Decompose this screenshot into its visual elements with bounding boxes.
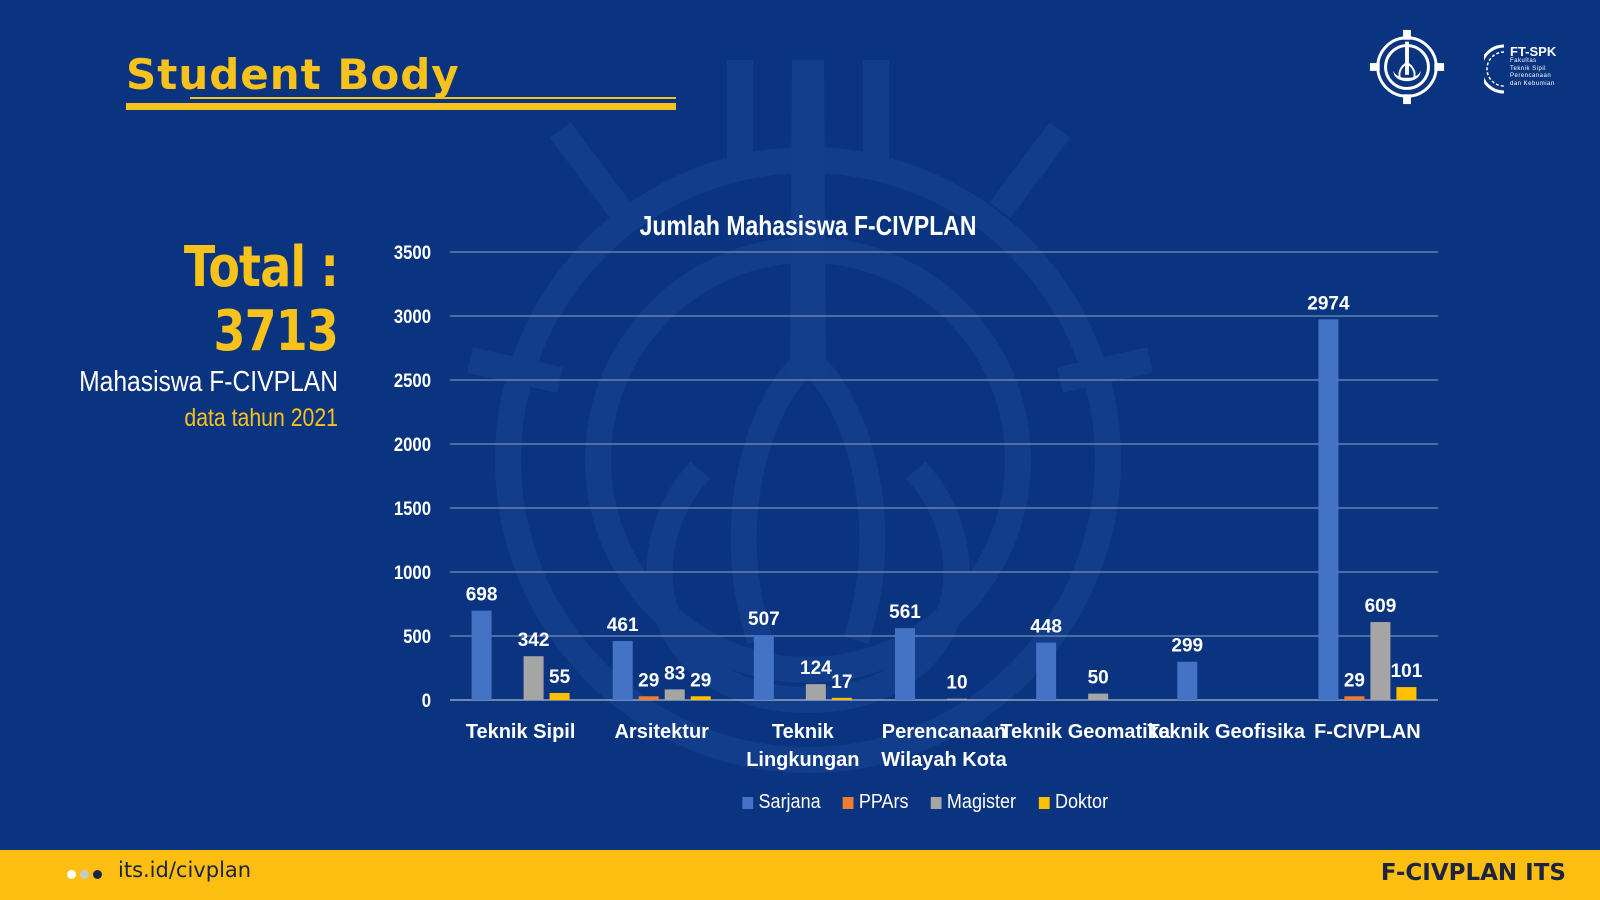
total-subtitle: Mahasiswa F-CIVPLAN: [79, 366, 339, 398]
legend-label: PPArs: [858, 791, 909, 813]
legend-swatch: [930, 796, 942, 809]
its-logo-icon: [1369, 29, 1445, 105]
data-label: 299: [1171, 636, 1203, 657]
x-tick-label: Teknik Sipil: [466, 721, 576, 743]
bar: [947, 698, 967, 700]
footer-bar: [0, 850, 1600, 900]
legend-item: Magister: [930, 791, 1017, 814]
bar: [1318, 319, 1339, 700]
ftspk-line: Perencanaan: [1510, 73, 1552, 79]
bar: [831, 697, 852, 700]
chart-title: Jumlah Mahasiswa F-CIVPLAN: [639, 210, 977, 241]
bar: [1370, 622, 1391, 700]
legend-swatch: [1038, 796, 1050, 809]
ftspk-logo-icon: [1484, 44, 1505, 94]
bar: [523, 656, 544, 700]
x-tick-label: Lingkungan: [746, 749, 859, 771]
legend-swatch: [842, 796, 854, 809]
bar: [612, 640, 633, 700]
data-label: 83: [664, 663, 685, 684]
data-label: 2974: [1307, 293, 1350, 314]
total-count: Total : 3713: [183, 235, 339, 364]
bar: [664, 689, 685, 700]
y-tick-label: 2000: [394, 434, 431, 455]
footer-url-link[interactable]: its.id/civplan: [118, 858, 252, 882]
y-tick-label: 3000: [394, 306, 431, 327]
x-tick-label: Perencanaan: [882, 721, 1007, 743]
bar: [638, 696, 659, 700]
data-label: 10: [946, 673, 967, 694]
title-underline: [126, 103, 676, 110]
bar: [1344, 696, 1365, 700]
bar: [690, 696, 711, 700]
y-tick-label: 3500: [394, 242, 431, 263]
data-label: 50: [1088, 668, 1109, 689]
bar: [549, 692, 570, 700]
bar: [1177, 661, 1198, 700]
y-tick-label: 1000: [394, 562, 431, 583]
slide-title-wrap: Student Body: [126, 50, 460, 100]
data-label: 448: [1030, 617, 1062, 638]
title-underline-thin: [190, 97, 676, 99]
x-tick-label: Teknik: [772, 721, 835, 743]
footer-dots-icon: [67, 870, 102, 879]
legend-label: Magister: [947, 791, 1017, 813]
bar: [1396, 687, 1417, 700]
footer-brand: F-CIVPLAN ITS: [1380, 860, 1566, 886]
data-label: 29: [690, 670, 711, 691]
data-label: 29: [638, 670, 659, 691]
y-tick-label: 0: [422, 690, 431, 711]
ftspk-subtitle: Fakultas Teknik Sipil Perencanaan dan Ke…: [1510, 58, 1570, 88]
y-tick-label: 2500: [394, 370, 431, 391]
y-tick-label: 1500: [394, 498, 431, 519]
chart-legend: Sarjana PPArs Magister Doktor: [738, 791, 1112, 814]
bar: [1088, 693, 1109, 700]
x-tick-label: Wilayah Kota: [881, 749, 1007, 771]
data-label: 342: [518, 630, 550, 651]
bar: [471, 610, 492, 700]
x-tick-label: Teknik Geomatika: [1000, 721, 1171, 743]
total-block: Total : 3713 Mahasiswa F-CIVPLAN data ta…: [0, 235, 339, 436]
legend-swatch: [742, 796, 754, 809]
bar: [895, 628, 915, 700]
ftspk-title: FT-SPK: [1510, 44, 1557, 59]
data-label: 507: [748, 609, 780, 630]
ftspk-line: Fakultas: [1510, 58, 1537, 64]
data-label: 609: [1365, 596, 1397, 617]
legend-item: Sarjana: [742, 791, 821, 814]
dot: [80, 870, 89, 879]
bar: [1036, 642, 1057, 700]
data-label: 698: [466, 585, 498, 606]
y-tick-label: 500: [403, 626, 431, 647]
legend-label: Sarjana: [758, 791, 821, 813]
data-label: 101: [1391, 661, 1423, 682]
x-tick-label: F-CIVPLAN: [1314, 721, 1421, 743]
legend-label: Doktor: [1054, 791, 1108, 813]
dot: [67, 870, 76, 879]
bar: [805, 684, 826, 700]
data-label: 29: [1344, 670, 1365, 691]
dot: [93, 870, 102, 879]
legend-item: Doktor: [1038, 791, 1108, 814]
data-label: 17: [831, 672, 852, 693]
ftspk-line: Teknik Sipil: [1510, 65, 1547, 72]
x-tick-label: Teknik Geofisika: [1148, 721, 1306, 743]
total-year: data tahun 2021: [184, 404, 338, 432]
data-label: 55: [549, 667, 571, 688]
bar: [753, 635, 774, 700]
ftspk-line: dan Kebumian: [1510, 80, 1555, 87]
data-label: 561: [889, 602, 921, 623]
data-label: 124: [800, 658, 832, 679]
legend-item: PPArs: [842, 791, 909, 814]
data-label: 461: [607, 615, 639, 636]
x-tick-label: Arsitektur: [614, 721, 709, 743]
slide-title: Student Body: [126, 50, 460, 99]
